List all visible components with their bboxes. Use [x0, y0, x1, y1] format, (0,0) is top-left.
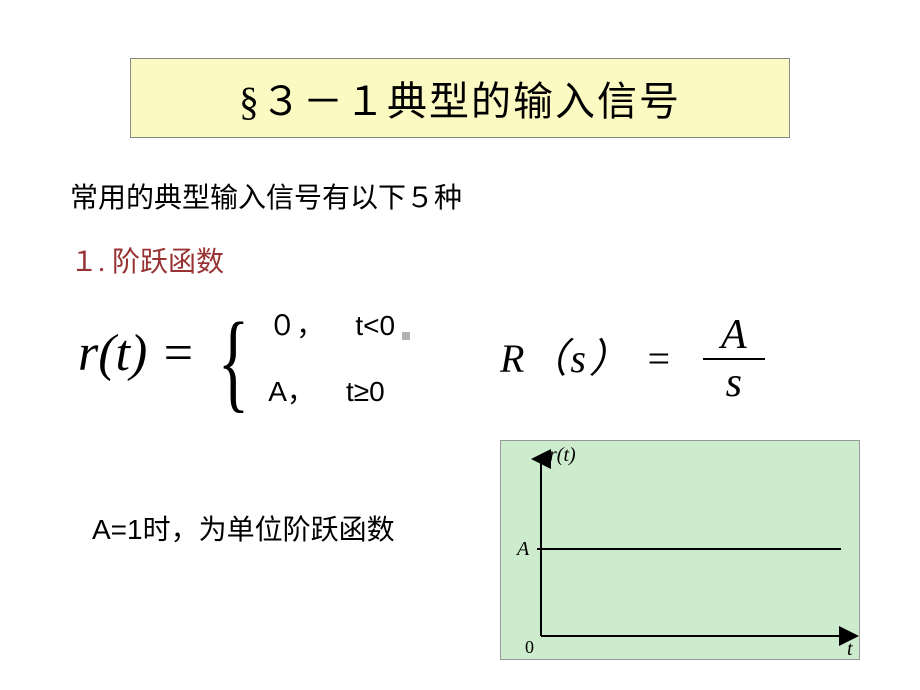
equation-laplace: R（s） = A s	[500, 310, 765, 400]
step-level-label: A	[515, 538, 530, 560]
case-row-2: A， t≥0	[268, 370, 395, 410]
equation-lhs: r(t) =	[78, 324, 195, 383]
y-axis-label: r(t)	[549, 444, 576, 466]
x-axis-label: t	[847, 638, 853, 660]
case1-cond: t<0	[355, 310, 395, 341]
brace-icon: {	[218, 321, 250, 401]
step-plot-svg: r(t) A 0 t	[501, 441, 861, 661]
fraction-numerator: A	[703, 314, 765, 358]
fraction-denominator: s	[708, 360, 760, 404]
step-function-graph: r(t) A 0 t	[500, 440, 860, 660]
laplace-lhs: R（s） =	[500, 326, 675, 384]
piecewise-cases: ０， t<0 A， t≥0	[268, 304, 395, 410]
case2-value: A，	[268, 376, 315, 407]
title-text: §３－１典型的输入信号	[239, 69, 681, 127]
case1-value: ０，	[268, 310, 324, 341]
intro-text: 常用的典型输入信号有以下５种	[70, 176, 462, 216]
unit-step-note: A=1时，为单位阶跃函数	[92, 508, 395, 548]
subheading-step-function: １. 阶跃函数	[70, 240, 224, 280]
title-banner: §３－１典型的输入信号	[130, 58, 790, 138]
fraction: A s	[703, 314, 765, 404]
decorative-dot	[402, 332, 410, 340]
equation-piecewise: r(t) = { ０， t<0 A， t≥0	[78, 300, 395, 406]
case2-cond: t≥0	[346, 376, 385, 407]
origin-label: 0	[525, 637, 534, 657]
case-row-1: ０， t<0	[268, 304, 395, 344]
